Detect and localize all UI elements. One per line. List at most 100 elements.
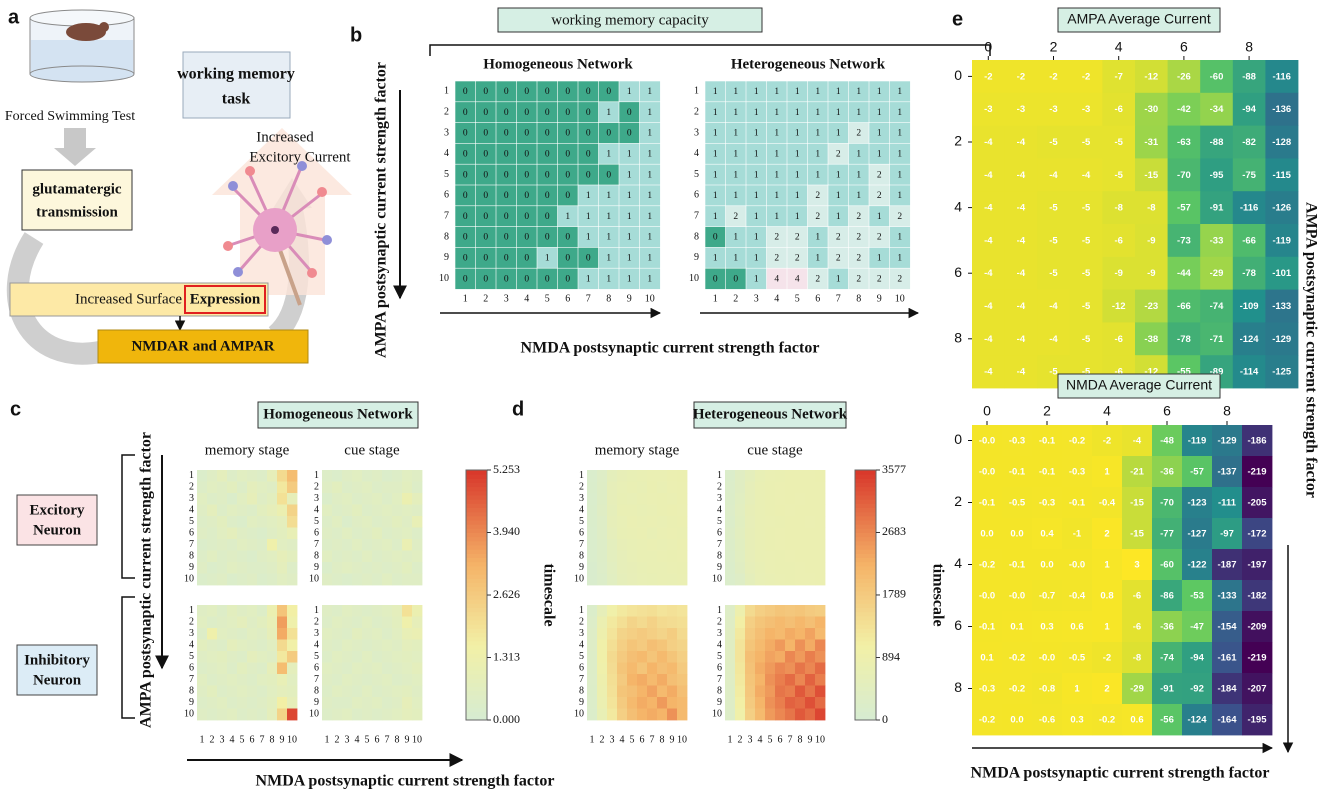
heatmap-cell	[227, 697, 238, 709]
heatmap-cell	[1062, 518, 1093, 550]
heatmap-cell	[607, 662, 618, 675]
heatmap-cell	[677, 527, 688, 540]
heatmap-cell	[1122, 580, 1153, 612]
heatmap-cell	[617, 697, 628, 709]
heatmap-cell	[197, 550, 208, 563]
heatmap-cell	[287, 470, 298, 482]
y-tick-label: 6	[189, 528, 194, 539]
heatmap-cell	[627, 493, 638, 505]
heatmap-cell	[627, 685, 638, 698]
colorbar-segment	[855, 574, 876, 579]
colorbar-tick-label: 894	[882, 649, 900, 663]
heatmap-cell	[1062, 580, 1093, 612]
colorbar-label: timescale	[929, 563, 946, 626]
heatmap-cell	[597, 605, 608, 617]
colorbar-segment	[855, 595, 876, 600]
cell-value: -2	[1017, 71, 1025, 82]
heatmap-cell	[1122, 642, 1153, 674]
cell-value: 0	[463, 274, 468, 284]
heatmap-cell	[805, 674, 816, 686]
cell-value: 1	[1104, 467, 1110, 478]
heatmap-cell	[972, 549, 1003, 581]
heatmap-cell	[587, 527, 598, 540]
heatmap-cell	[805, 516, 816, 528]
heatmap-cell	[627, 639, 638, 652]
heatmap-cell	[1152, 673, 1183, 705]
cell-value: -5	[1082, 268, 1091, 279]
heatmap-cell	[617, 539, 628, 551]
heatmap-cell	[402, 516, 413, 528]
heatmap-cell	[227, 605, 238, 617]
heatmap-cell	[735, 628, 746, 640]
colorbar-segment	[855, 540, 876, 546]
heatmap-cell	[735, 539, 746, 551]
heatmap-cell	[765, 504, 776, 517]
cell-value: -5	[1049, 235, 1058, 246]
cell-value: -187	[1217, 560, 1236, 571]
cell-value: -0.2	[1099, 715, 1115, 726]
heatmap-cell	[382, 662, 393, 675]
y-tick-label: 10	[184, 709, 194, 720]
cell-value: -127	[1187, 529, 1206, 540]
y-tick-label: 3	[189, 628, 194, 639]
y-tick-label: 4	[579, 505, 584, 516]
heatmap-cell	[1232, 191, 1266, 225]
cell-value: -2	[984, 71, 992, 82]
colorbar-segment	[855, 665, 876, 671]
cell-value: 2	[897, 274, 902, 284]
heatmap-cell	[382, 550, 393, 563]
heatmap-cell	[277, 662, 288, 675]
y-tick-label: 5	[694, 169, 699, 180]
cell-value: 1	[897, 149, 902, 159]
heatmap-cell	[1062, 549, 1093, 581]
stage-label: memory stage	[205, 442, 290, 458]
colorbar-segment	[466, 636, 487, 642]
heatmap-cell	[247, 573, 258, 586]
heatmap-cell	[607, 628, 618, 640]
heatmap-cell	[247, 651, 258, 663]
heatmap-cell	[657, 481, 668, 494]
heatmap-cell	[637, 605, 648, 617]
heatmap-cell	[277, 516, 288, 528]
colorbar-segment	[855, 611, 876, 617]
cell-value: 0	[545, 212, 550, 222]
cell-value: -3	[984, 104, 992, 115]
y-tick-label: 3	[189, 493, 194, 504]
heatmap-cell	[392, 481, 403, 494]
heatmap-cell	[735, 662, 746, 675]
heatmap-cell	[745, 605, 756, 617]
cell-value: 1	[647, 212, 652, 222]
y-tick-label: 7	[189, 674, 194, 685]
heatmap-cell	[647, 504, 658, 517]
y-tick-label: 10	[574, 574, 584, 585]
cell-value: -119	[1188, 436, 1207, 447]
heatmap-cell	[1102, 256, 1136, 290]
heatmap-cell	[362, 697, 373, 709]
heatmap-cell	[745, 493, 756, 505]
heatmap-cell	[342, 639, 353, 652]
heatmap-cell	[1182, 704, 1213, 736]
cell-value: -6	[1114, 334, 1122, 345]
heatmap-cell	[342, 708, 353, 721]
cell-value: 0	[565, 129, 570, 139]
heatmap-cell	[322, 651, 333, 663]
panel-label: e	[952, 8, 963, 30]
cell-value: -60	[1160, 560, 1174, 571]
cell-value: -116	[1240, 203, 1259, 214]
cell-value: 1	[606, 212, 611, 222]
cell-value: 1	[836, 129, 841, 139]
cell-value: 0	[565, 233, 570, 243]
cell-value: 1	[713, 129, 718, 139]
heatmap-cell	[755, 708, 766, 721]
x-tick-label: 10	[815, 734, 825, 745]
cell-value: -154	[1217, 622, 1237, 633]
heatmap-cell	[785, 573, 796, 586]
cell-value: 1	[606, 233, 611, 243]
heatmap-cell	[1102, 125, 1136, 159]
colorbar-segment	[855, 632, 876, 638]
heatmap-cell	[412, 527, 423, 540]
heatmap-cell	[1167, 256, 1201, 290]
heatmap-cell	[607, 550, 618, 563]
cell-value: 0	[463, 149, 468, 159]
cell-value: 1	[713, 191, 718, 201]
